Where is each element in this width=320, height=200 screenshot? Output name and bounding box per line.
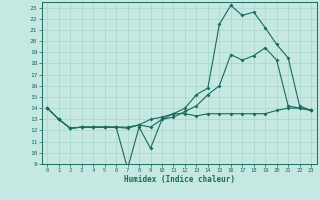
X-axis label: Humidex (Indice chaleur): Humidex (Indice chaleur) <box>124 175 235 184</box>
